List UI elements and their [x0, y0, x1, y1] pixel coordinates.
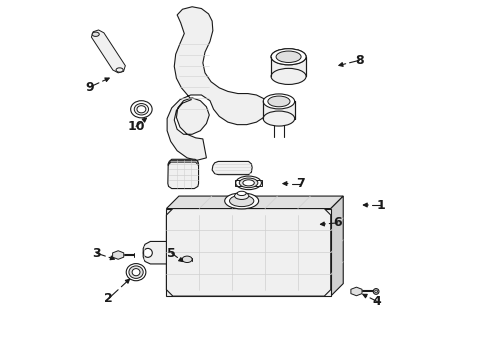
Ellipse shape [239, 178, 258, 188]
Ellipse shape [132, 269, 140, 276]
Text: 10: 10 [127, 120, 145, 133]
Ellipse shape [137, 106, 146, 113]
Ellipse shape [129, 266, 143, 278]
Ellipse shape [271, 68, 306, 85]
Ellipse shape [268, 96, 290, 107]
Polygon shape [113, 251, 124, 259]
Polygon shape [167, 196, 343, 208]
Text: 2: 2 [104, 292, 113, 305]
FancyBboxPatch shape [271, 57, 306, 76]
Ellipse shape [126, 264, 146, 281]
Ellipse shape [225, 193, 259, 209]
Text: 5: 5 [168, 247, 176, 260]
Polygon shape [92, 30, 125, 73]
Text: 1: 1 [376, 198, 385, 212]
Ellipse shape [236, 176, 262, 190]
Ellipse shape [235, 192, 249, 199]
Text: 7: 7 [296, 177, 305, 190]
Polygon shape [351, 287, 362, 296]
Ellipse shape [271, 49, 306, 65]
Ellipse shape [134, 104, 148, 115]
Polygon shape [331, 196, 343, 296]
Ellipse shape [243, 180, 254, 186]
Polygon shape [167, 208, 331, 296]
Polygon shape [167, 208, 331, 296]
Ellipse shape [116, 68, 123, 72]
Text: 8: 8 [355, 54, 364, 67]
Ellipse shape [375, 290, 377, 293]
FancyBboxPatch shape [263, 102, 294, 118]
Text: 9: 9 [85, 81, 94, 94]
Ellipse shape [237, 191, 246, 195]
Polygon shape [212, 161, 252, 175]
Text: 6: 6 [334, 216, 342, 229]
Ellipse shape [182, 256, 192, 262]
Polygon shape [167, 7, 267, 160]
Text: 3: 3 [93, 247, 101, 260]
Ellipse shape [263, 111, 294, 126]
Polygon shape [143, 242, 167, 264]
Text: 4: 4 [373, 295, 382, 308]
Ellipse shape [229, 195, 254, 207]
Ellipse shape [144, 248, 152, 257]
Ellipse shape [271, 49, 306, 65]
Ellipse shape [131, 101, 152, 118]
Ellipse shape [276, 51, 301, 63]
Ellipse shape [263, 94, 294, 109]
Ellipse shape [92, 32, 99, 36]
Ellipse shape [373, 289, 379, 294]
Polygon shape [168, 159, 198, 189]
Polygon shape [168, 160, 198, 166]
